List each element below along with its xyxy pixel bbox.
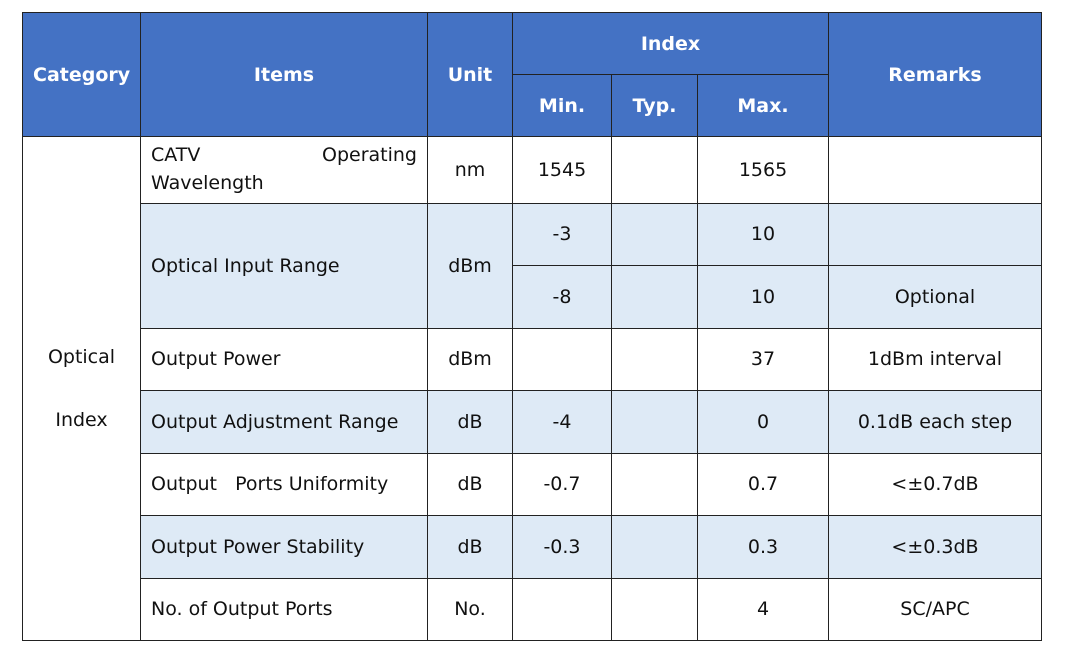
max-cell: 4 <box>697 577 829 641</box>
max-cell: 1565 <box>697 136 829 204</box>
max-cell: 10 <box>697 202 829 266</box>
remarks-cell <box>828 202 1042 266</box>
table-row: Optical Index CATV Operating Wavelength nm 1… <box>22 136 1042 641</box>
spec-table: Category Items Unit Index Remarks Min. T… <box>22 12 1042 641</box>
unit-cell: dBm <box>427 327 513 391</box>
remarks-cell <box>828 136 1042 204</box>
header-cell: Min. <box>512 74 612 137</box>
unit-cell: dB <box>427 515 513 579</box>
header-cell: Items <box>140 12 428 137</box>
table-row: Output Adjustment Range dB -4 0 0.1dB each s… <box>23 390 1042 454</box>
remarks-cell: SC/APC <box>828 577 1042 641</box>
item-cell: No. of Output Ports <box>140 577 428 641</box>
typ-cell <box>611 390 698 454</box>
max-cell: 10 <box>697 265 829 329</box>
item-cell: Output Power <box>140 327 428 391</box>
table-row: Optical Input Range dBm -3 10 <box>23 202 1042 329</box>
min-cell <box>512 577 612 641</box>
header-cell: Typ. <box>611 74 698 137</box>
header-cell: Max. <box>697 74 829 137</box>
remarks-cell: <±0.7dB <box>828 452 1042 516</box>
category-cell: Optical Index <box>22 136 141 641</box>
typ-cell <box>611 202 698 266</box>
typ-cell <box>611 136 698 204</box>
min-cell: -0.7 <box>512 452 612 516</box>
table-row: -8 10 Optional <box>23 265 1042 329</box>
min-cell: 1545 <box>512 136 612 204</box>
min-cell: -3 <box>512 202 612 266</box>
max-cell: 37 <box>697 327 829 391</box>
remarks-cell: Optional <box>828 265 1042 329</box>
table-row: Output Power Stability dB -0.3 0.3 <±0.3dB <box>23 515 1042 579</box>
item-cell: Output Power Stability <box>140 515 428 579</box>
item-cell: Output Ports Uniformity <box>140 452 428 516</box>
header-cell: Index <box>512 12 829 75</box>
header-cell: Remarks <box>828 12 1042 137</box>
min-cell: -4 <box>512 390 612 454</box>
category-line: Index <box>55 408 108 431</box>
min-cell: -8 <box>512 265 612 329</box>
typ-cell <box>611 452 698 516</box>
typ-cell <box>611 515 698 579</box>
table-body: Optical Index CATV Operating Wavelength nm 1… <box>22 136 1042 641</box>
table-row: No. of Output Ports No. 4 SC/APC <box>23 577 1042 641</box>
header-cell: Category <box>22 12 141 137</box>
unit-cell: dB <box>427 452 513 516</box>
item-cell: Output Adjustment Range <box>140 390 428 454</box>
typ-cell <box>611 577 698 641</box>
max-cell: 0 <box>697 390 829 454</box>
remarks-cell: 1dBm interval <box>828 327 1042 391</box>
remarks-cell: 0.1dB each step <box>828 390 1042 454</box>
table-row: Output Power dBm 37 1dBm interval <box>23 327 1042 391</box>
remarks-cell: <±0.3dB <box>828 515 1042 579</box>
unit-cell: dB <box>427 390 513 454</box>
header-cell: Unit <box>427 12 513 137</box>
max-cell: 0.3 <box>697 515 829 579</box>
category-line: Optical <box>47 345 116 368</box>
typ-cell <box>611 265 698 329</box>
table-row: Output Ports Uniformity dB -0.7 0.7 <±0.7dB <box>23 452 1042 516</box>
unit-cell: dBm <box>427 202 513 329</box>
typ-cell <box>611 327 698 391</box>
min-cell: -0.3 <box>512 515 612 579</box>
max-cell: 0.7 <box>697 452 829 516</box>
unit-cell: nm <box>427 136 513 204</box>
unit-cell: No. <box>427 577 513 641</box>
item-cell: Optical Input Range <box>140 202 428 329</box>
min-cell <box>512 327 612 391</box>
item-cell: CATV Operating Wavelength <box>140 136 428 204</box>
